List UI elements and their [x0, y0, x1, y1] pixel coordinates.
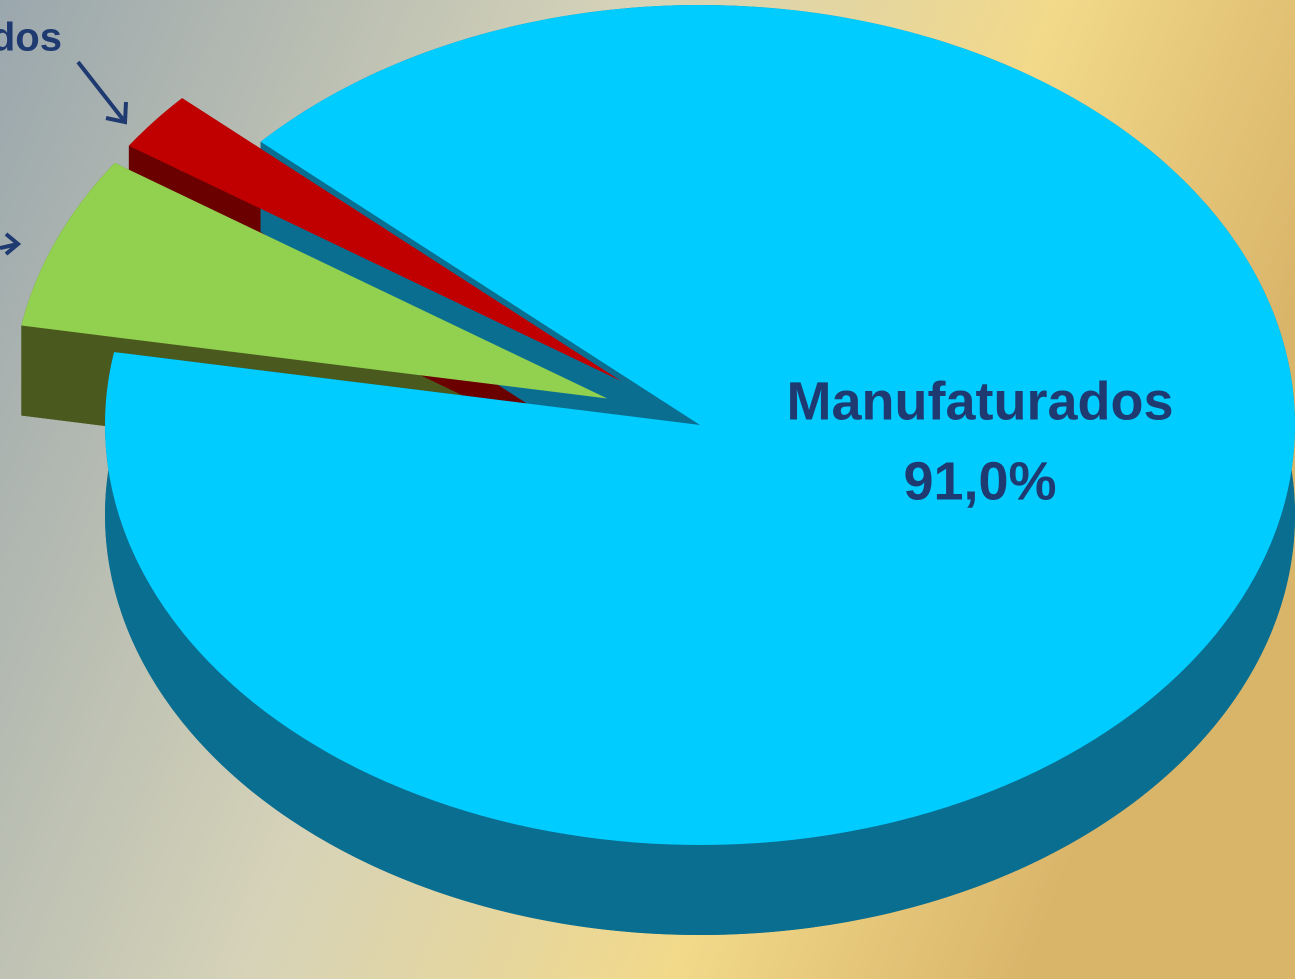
pie-slice	[21, 162, 608, 399]
arrow-head	[4, 232, 22, 256]
label-arrow	[76, 60, 127, 124]
arrow-head	[105, 101, 128, 125]
arrows	[0, 60, 128, 256]
slice-label: Manufaturados	[786, 371, 1173, 431]
slice-label: dos	[0, 16, 62, 60]
pie-slice	[128, 98, 622, 382]
slice-value-label: 91,0%	[903, 451, 1056, 511]
pie	[21, 5, 1295, 935]
pie-slice	[104, 5, 1295, 846]
